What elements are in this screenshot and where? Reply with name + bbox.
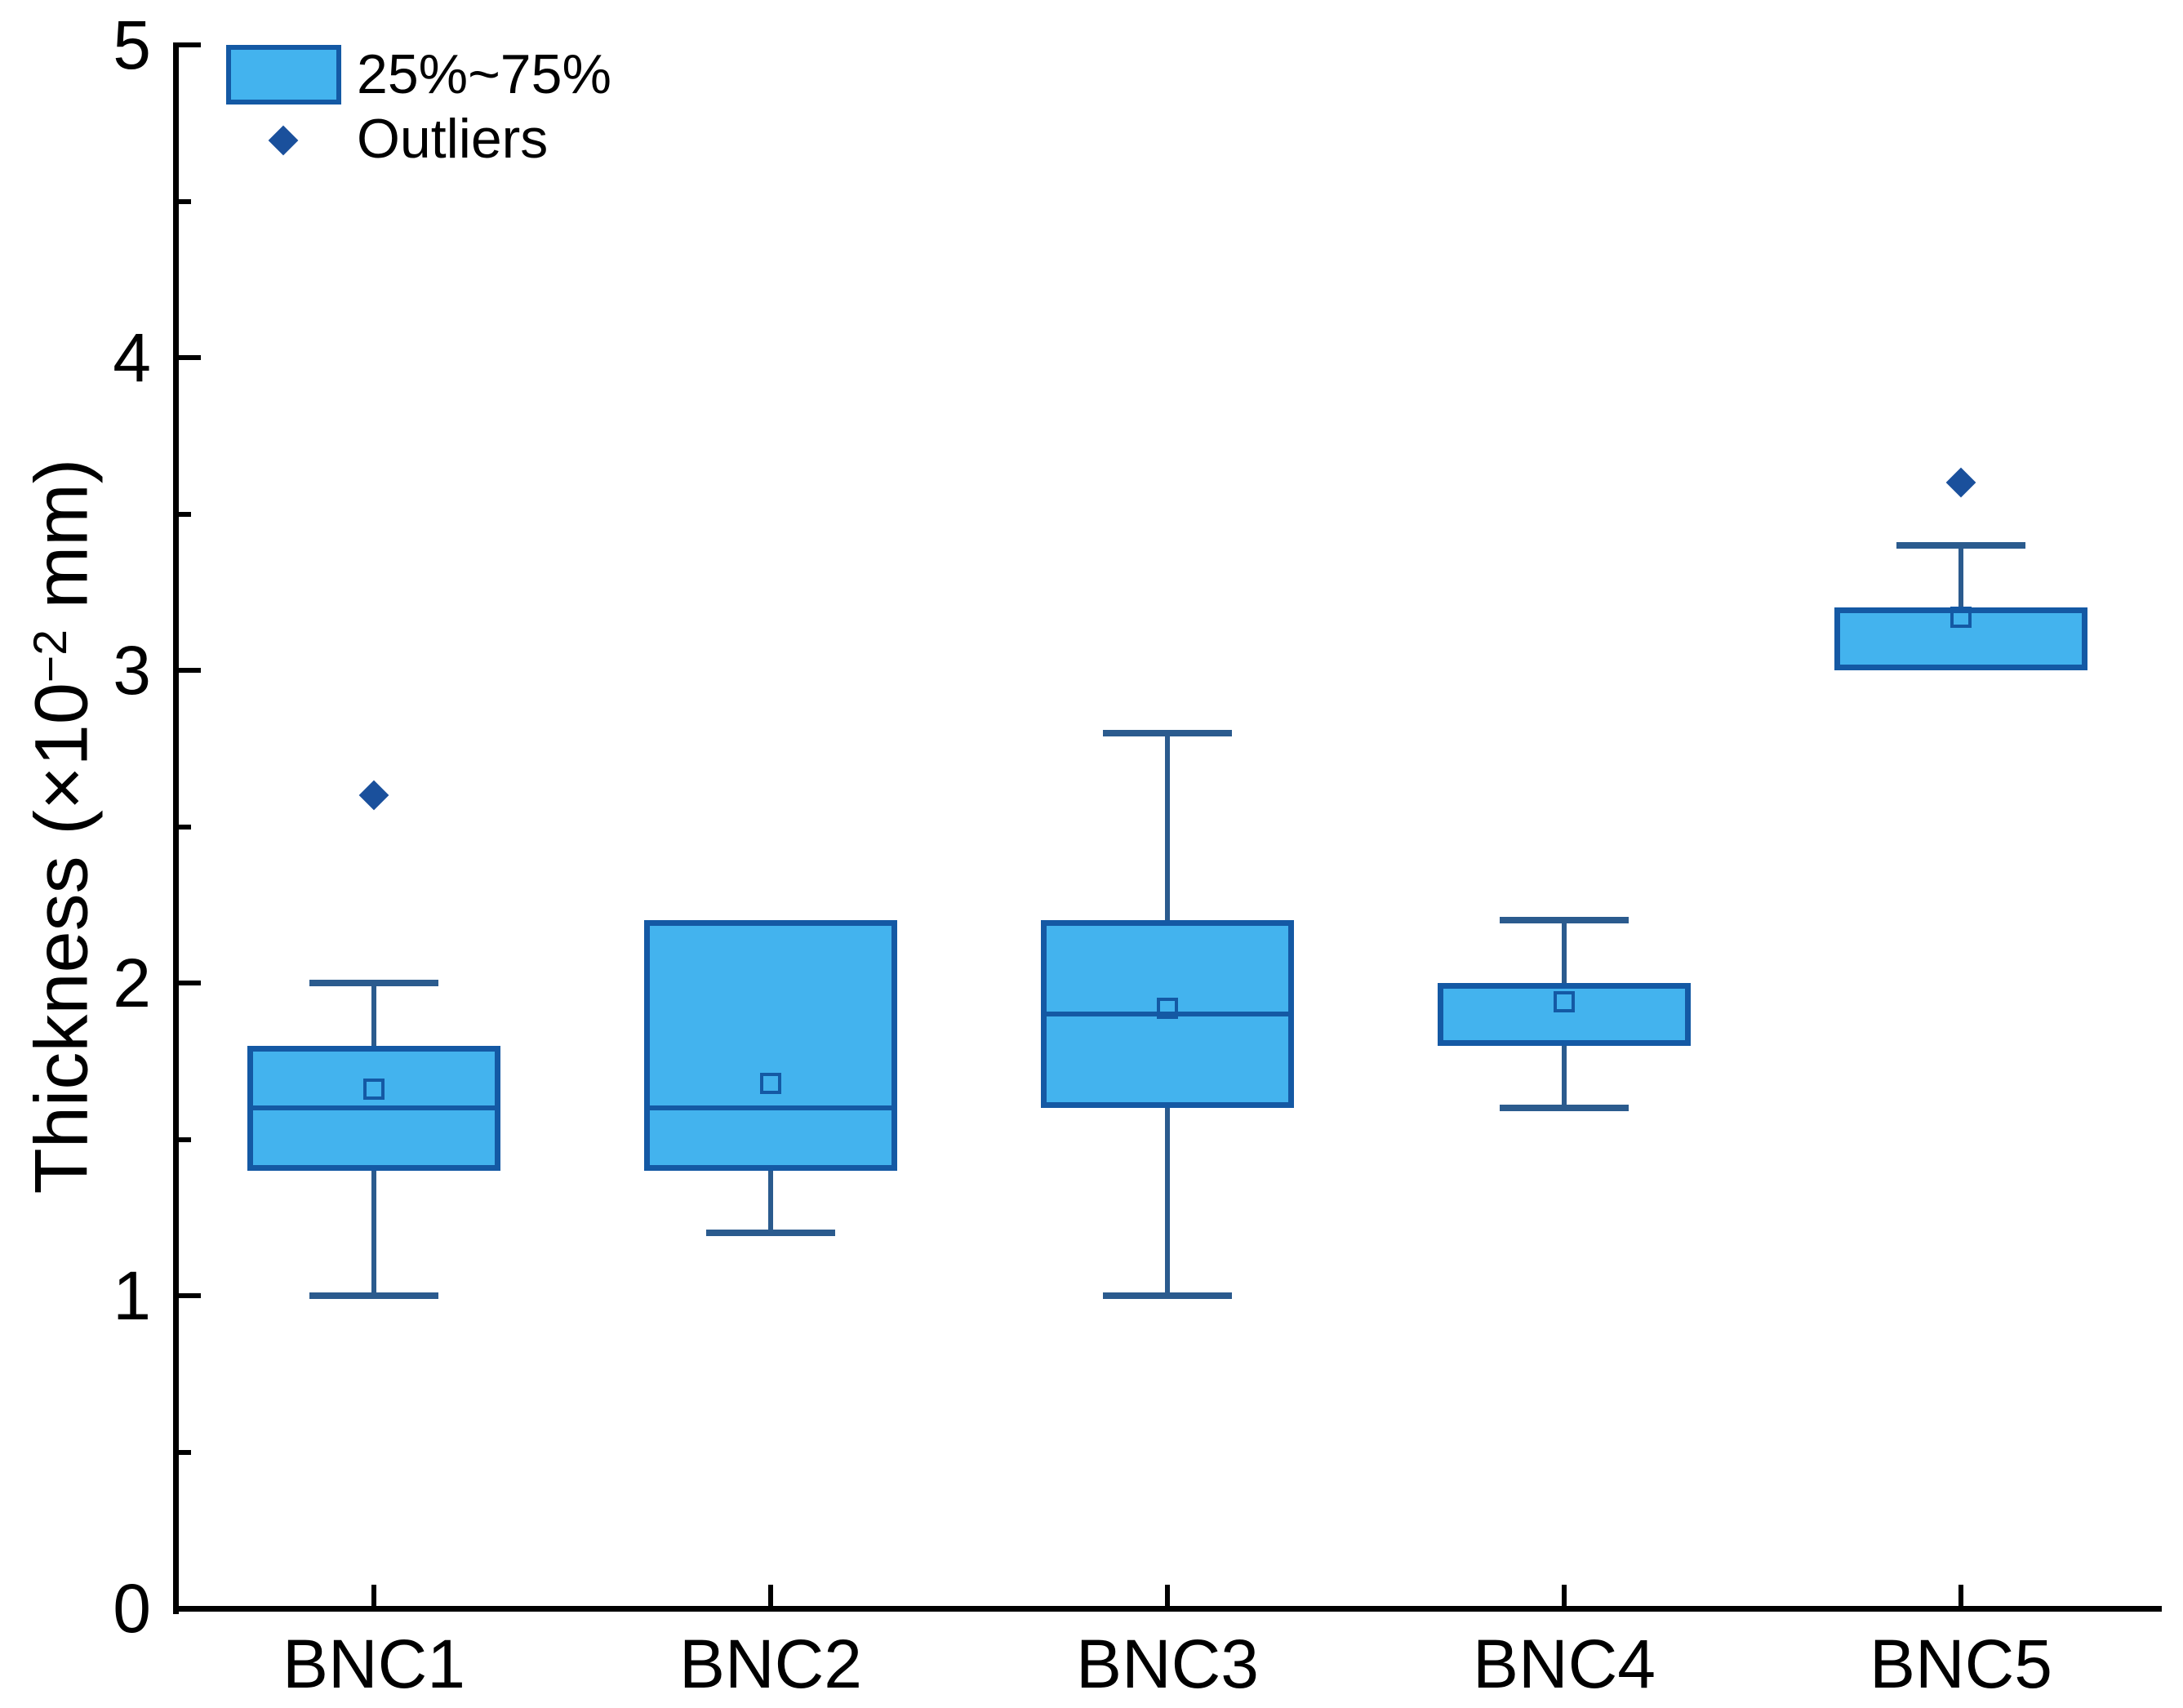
y-tick-label: 4 xyxy=(113,319,151,396)
y-minor-tick xyxy=(179,198,191,204)
y-minor-tick xyxy=(179,824,191,830)
median-line xyxy=(253,1105,495,1111)
y-major-tick xyxy=(179,668,201,673)
mean-marker xyxy=(363,1079,385,1101)
y-tick-label: 3 xyxy=(113,632,151,709)
x-tick-label: BNC4 xyxy=(1472,1626,1656,1702)
mean-marker xyxy=(1157,997,1178,1019)
y-axis-title-superscript: −2 xyxy=(24,629,77,683)
mean-marker xyxy=(1950,606,1972,628)
whisker-cap xyxy=(309,1292,438,1299)
x-tick xyxy=(1165,1585,1170,1606)
y-axis-title-prefix: Thickness (×10 xyxy=(20,683,104,1194)
whisker-stem xyxy=(371,983,376,1046)
y-major-tick xyxy=(179,981,201,985)
y-minor-tick xyxy=(179,1136,191,1142)
legend-label-outliers: Outliers xyxy=(357,108,549,170)
outlier-marker xyxy=(358,780,389,811)
x-axis-line xyxy=(173,1606,2162,1612)
whisker-cap xyxy=(1500,1105,1629,1112)
outlier-marker xyxy=(1945,467,1976,498)
whisker-stem xyxy=(1562,920,1567,983)
box xyxy=(1834,607,2087,670)
x-tick xyxy=(371,1585,376,1606)
whisker-stem xyxy=(1165,732,1170,921)
x-tick xyxy=(768,1585,773,1606)
y-major-tick xyxy=(179,355,201,360)
whisker-stem xyxy=(768,1170,773,1234)
x-tick-label: BNC2 xyxy=(678,1626,863,1702)
x-tick xyxy=(1958,1585,1963,1606)
y-axis-line xyxy=(173,42,179,1614)
y-tick-label: 2 xyxy=(113,945,151,1021)
whisker-cap xyxy=(1500,917,1629,924)
x-tick-label: BNC1 xyxy=(282,1626,466,1702)
whisker-stem xyxy=(1562,1045,1567,1109)
whisker-cap xyxy=(309,980,438,986)
y-axis-title-suffix: mm) xyxy=(20,458,104,630)
x-tick-label: BNC3 xyxy=(1075,1626,1260,1702)
y-major-tick xyxy=(179,1606,201,1611)
y-minor-tick xyxy=(179,511,191,517)
whisker-cap xyxy=(706,1230,835,1237)
whisker-cap xyxy=(1103,729,1232,736)
whisker-cap xyxy=(1103,1292,1232,1299)
whisker-stem xyxy=(1165,1108,1170,1296)
y-major-tick xyxy=(179,1293,201,1298)
median-line xyxy=(1047,1012,1288,1017)
legend-label-iqr: 25%~75% xyxy=(357,43,611,105)
y-tick-label: 1 xyxy=(113,1257,151,1334)
mean-marker xyxy=(1554,990,1575,1012)
mean-marker xyxy=(760,1072,781,1094)
median-line xyxy=(650,1105,891,1111)
whisker-stem xyxy=(371,1170,376,1296)
box xyxy=(644,920,897,1171)
y-major-tick xyxy=(179,42,201,47)
y-tick-label: 0 xyxy=(113,1570,151,1647)
x-tick xyxy=(1562,1585,1567,1606)
y-tick-label: 5 xyxy=(113,7,151,83)
whisker-stem xyxy=(1958,545,1963,608)
x-tick-label: BNC5 xyxy=(1869,1626,2053,1702)
legend-box-icon xyxy=(226,45,341,105)
y-axis-title: Thickness (×10−2 mm) xyxy=(2,336,104,1316)
whisker-cap xyxy=(1896,541,2025,549)
y-minor-tick xyxy=(179,1449,191,1455)
